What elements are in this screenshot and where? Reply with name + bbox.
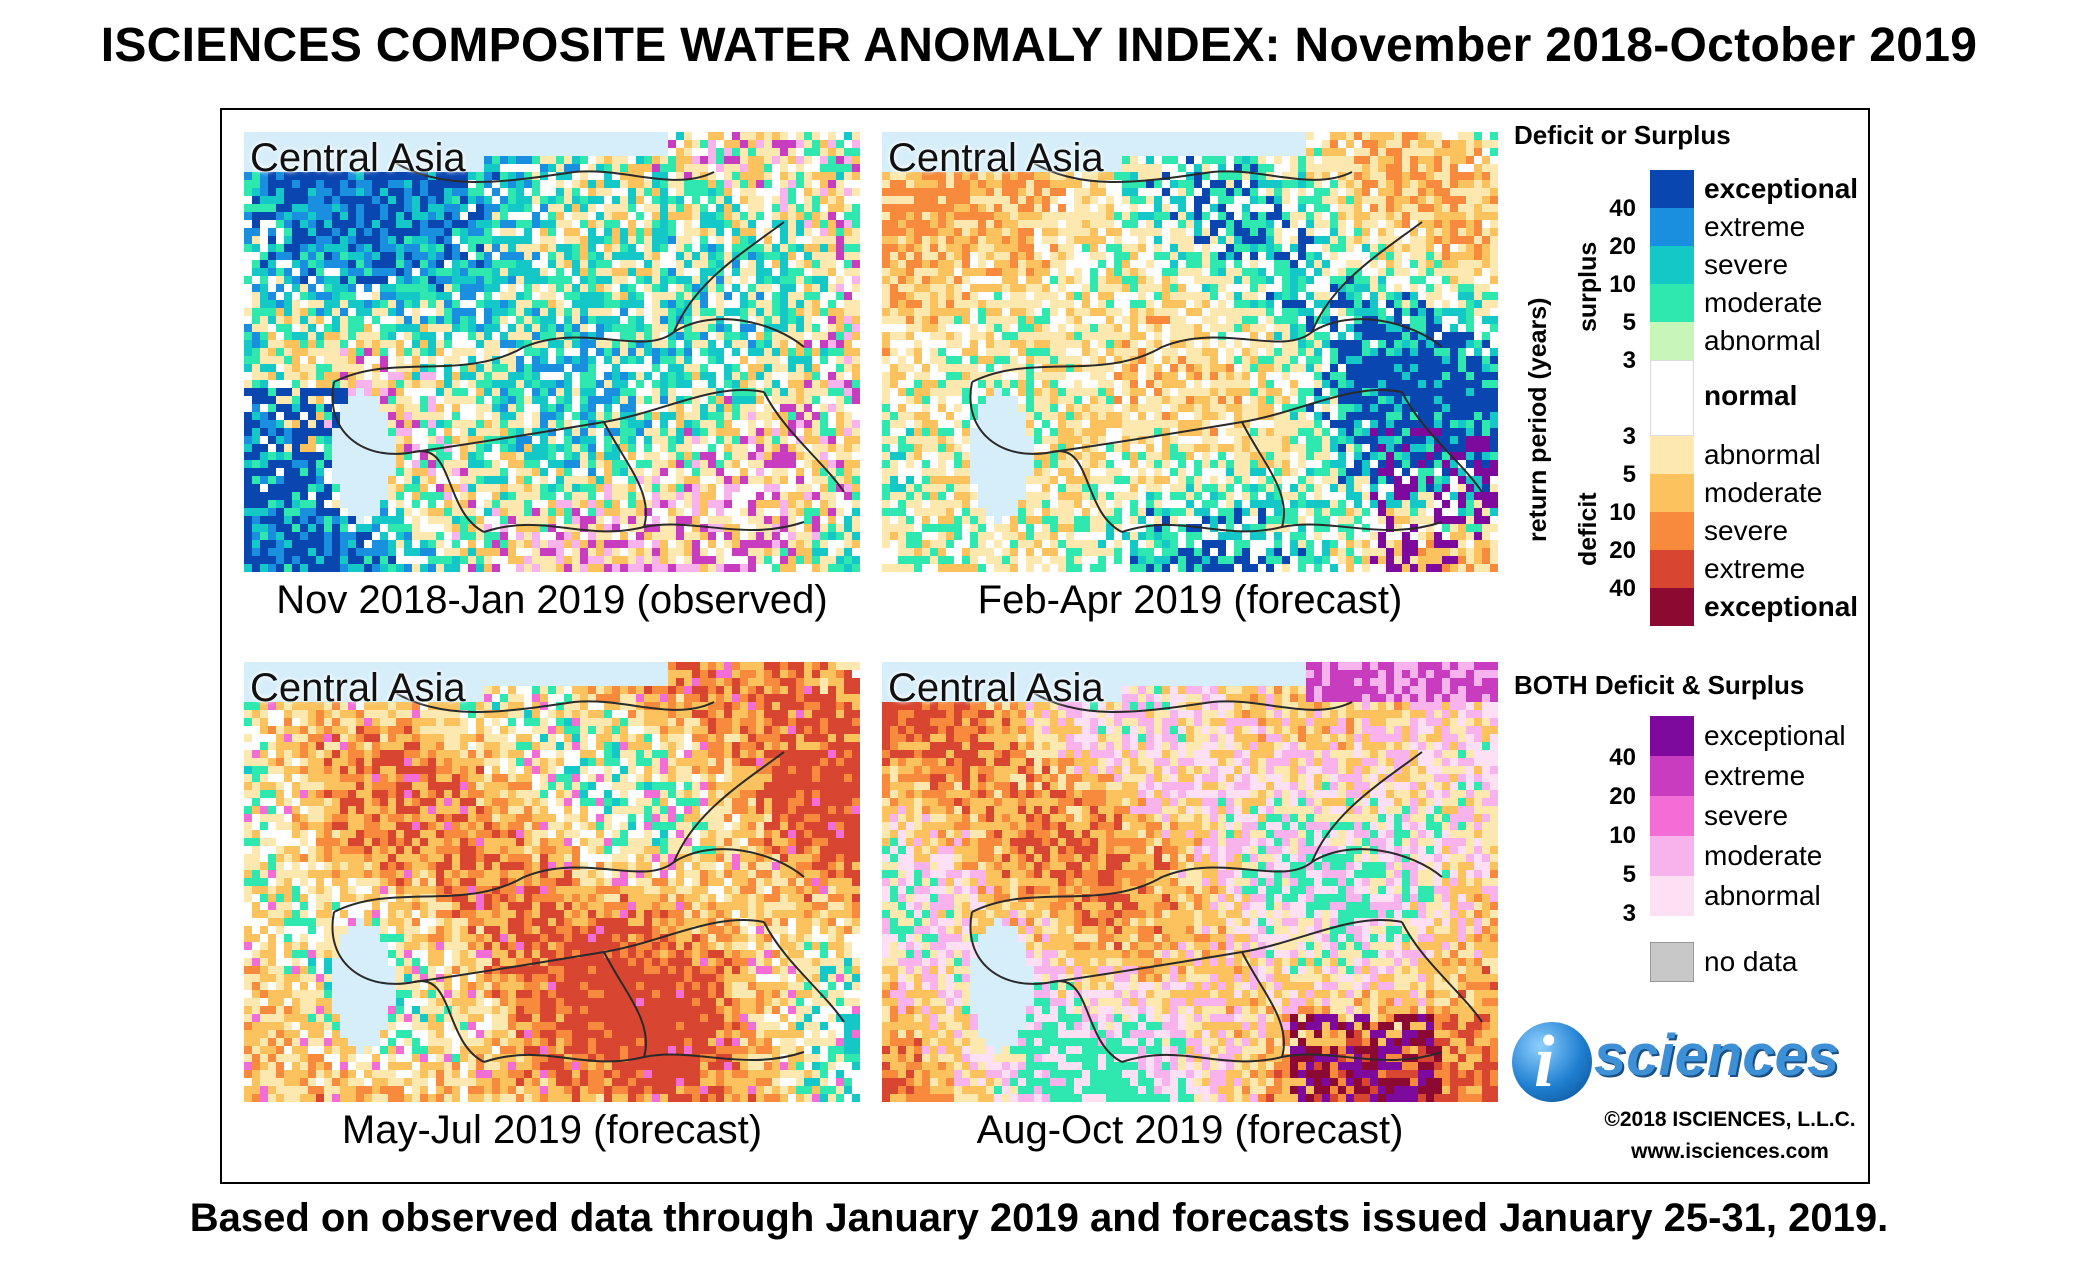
panel-caption: Aug-Oct 2019 (forecast) bbox=[976, 1108, 1404, 1152]
map-panel-nov-jan: Central Asia bbox=[244, 132, 860, 572]
legend-label-normal: normal bbox=[1704, 380, 1798, 411]
legend-tick: 5 bbox=[1622, 309, 1636, 336]
swatch-surplus-severe bbox=[1650, 246, 1694, 284]
figure-frame: Central Asia Nov 2018-Jan 2019 (observed… bbox=[220, 108, 1870, 1184]
swatch-no-data bbox=[1650, 942, 1694, 982]
legend-tick: 20 bbox=[1609, 783, 1636, 810]
legend-label: exceptional bbox=[1704, 173, 1859, 204]
swatch-both-abnormal bbox=[1650, 876, 1694, 916]
legend-axis-label: return period (years) bbox=[1524, 297, 1552, 542]
copyright: ©2018 ISCIENCES, L.L.C. bbox=[1604, 1108, 1856, 1131]
legend-tick: 3 bbox=[1622, 900, 1636, 927]
legend-tick: 20 bbox=[1609, 537, 1636, 564]
swatch-surplus-abnormal bbox=[1650, 322, 1694, 360]
legend-label: severe bbox=[1704, 800, 1789, 831]
legend-tick: 40 bbox=[1609, 744, 1636, 771]
legend-tick: 20 bbox=[1609, 233, 1636, 260]
region-label: Central Asia bbox=[250, 136, 466, 180]
legend-both-heading: BOTH Deficit & Surplus bbox=[1514, 670, 1805, 700]
legend-tick: 5 bbox=[1622, 861, 1636, 888]
legend-label: abnormal bbox=[1704, 325, 1821, 356]
isciences-logo: i sciences bbox=[1512, 1020, 1862, 1110]
swatch-deficit-exceptional bbox=[1650, 588, 1694, 626]
swatch-deficit-severe bbox=[1650, 512, 1694, 550]
legend-label: exceptional bbox=[1704, 591, 1859, 622]
legend-tick: 40 bbox=[1609, 575, 1636, 602]
legend-label: severe bbox=[1704, 515, 1789, 546]
map-panel-may-jul: Central Asia bbox=[244, 662, 860, 1102]
anomaly-map bbox=[882, 132, 1498, 572]
panel-caption: Nov 2018-Jan 2019 (observed) bbox=[276, 578, 828, 622]
legend-tick: 5 bbox=[1622, 461, 1636, 488]
legend-tick: 10 bbox=[1609, 499, 1636, 526]
legend-heading: Deficit or Surplus bbox=[1514, 120, 1731, 150]
map-panel-aug-oct: Central Asia bbox=[882, 662, 1498, 1102]
swatch-normal bbox=[1650, 360, 1694, 436]
legend-tick: 10 bbox=[1609, 271, 1636, 298]
legend-label: moderate bbox=[1704, 840, 1823, 871]
region-label: Central Asia bbox=[888, 136, 1104, 180]
logo-globe-icon bbox=[1512, 1022, 1592, 1102]
panel-caption: May-Jul 2019 (forecast) bbox=[341, 1108, 763, 1152]
legend-label-no-data: no data bbox=[1704, 946, 1798, 977]
legend-tick: 40 bbox=[1609, 195, 1636, 222]
swatch-deficit-moderate bbox=[1650, 474, 1694, 512]
legend-label: severe bbox=[1704, 249, 1789, 280]
region-label: Central Asia bbox=[888, 666, 1104, 710]
legend-tick: 10 bbox=[1609, 822, 1636, 849]
map-panel-feb-apr: Central Asia bbox=[882, 132, 1498, 572]
logo-wordmark: sciences bbox=[1594, 1023, 1840, 1088]
page-title: ISCIENCES COMPOSITE WATER ANOMALY INDEX:… bbox=[100, 19, 1978, 72]
legend-tick: 3 bbox=[1622, 423, 1636, 450]
swatch-surplus-moderate bbox=[1650, 284, 1694, 322]
swatch-both-extreme bbox=[1650, 756, 1694, 796]
anomaly-map bbox=[244, 662, 860, 1102]
website-link[interactable]: www.isciences.com bbox=[1631, 1140, 1829, 1163]
legend-label: abnormal bbox=[1704, 439, 1821, 470]
legend-label: extreme bbox=[1704, 760, 1806, 791]
footer-note: Based on observed data through January 2… bbox=[189, 1196, 1889, 1240]
swatch-both-moderate bbox=[1650, 836, 1694, 876]
legend-label: moderate bbox=[1704, 287, 1823, 318]
anomaly-map bbox=[244, 132, 860, 572]
swatch-both-exceptional bbox=[1650, 716, 1694, 756]
legend-label: extreme bbox=[1704, 553, 1806, 584]
legend-label: moderate bbox=[1704, 477, 1823, 508]
swatch-deficit-extreme bbox=[1650, 550, 1694, 588]
panel-caption: Feb-Apr 2019 (forecast) bbox=[977, 578, 1403, 622]
logo-letter: i bbox=[1534, 1021, 1555, 1103]
swatch-deficit-abnormal bbox=[1650, 436, 1694, 474]
anomaly-map bbox=[882, 662, 1498, 1102]
swatch-surplus-exceptional bbox=[1650, 170, 1694, 208]
legend-label: abnormal bbox=[1704, 880, 1821, 911]
swatch-surplus-extreme bbox=[1650, 208, 1694, 246]
region-label: Central Asia bbox=[250, 666, 466, 710]
swatch-both-severe bbox=[1650, 796, 1694, 836]
legend-label: exceptional bbox=[1704, 720, 1846, 751]
legend-tick: 3 bbox=[1622, 347, 1636, 374]
legend-label: extreme bbox=[1704, 211, 1806, 242]
